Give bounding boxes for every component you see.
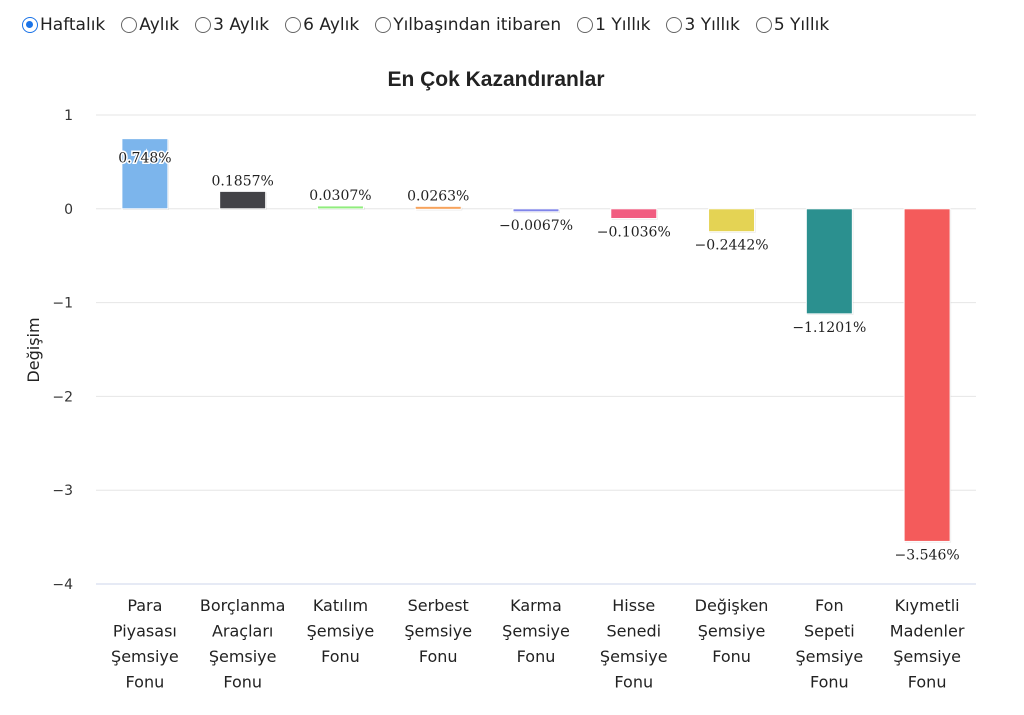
data-label: −1.1201%	[792, 320, 866, 336]
y-tick-label: 1	[64, 108, 73, 124]
data-label: 0.0263%	[407, 188, 469, 204]
data-label: 0.1857%	[212, 173, 274, 189]
x-category-label: Hisse	[612, 596, 655, 615]
data-label: −0.1036%	[597, 225, 671, 241]
radio-button[interactable]	[22, 17, 38, 33]
x-category-label: Senedi	[606, 622, 661, 641]
period-option-4[interactable]: Yılbaşından itibaren	[375, 15, 561, 35]
bar[interactable]	[805, 208, 853, 315]
x-category-label: Şemsiye	[698, 622, 766, 641]
x-category-label: Fonu	[810, 673, 849, 692]
bar[interactable]	[610, 208, 658, 220]
y-tick-label: −2	[52, 389, 73, 405]
y-tick-label: −3	[52, 483, 73, 499]
x-category-label: Şemsiye	[307, 622, 375, 641]
x-category-label: Şemsiye	[795, 647, 863, 666]
y-axis-label: Değişim	[24, 317, 43, 382]
radio-button[interactable]	[195, 17, 212, 33]
data-label: −0.2442%	[695, 238, 769, 254]
x-category-label: Fonu	[223, 673, 262, 692]
period-option-5[interactable]: 1 Yıllık	[577, 15, 650, 35]
x-category-label: Fonu	[614, 673, 653, 692]
data-label: 0.0307%	[309, 188, 371, 204]
x-category-label: Şemsiye	[893, 647, 961, 666]
period-option-label: 3 Yıllık	[684, 15, 740, 35]
bar[interactable]	[219, 190, 267, 210]
period-option-1[interactable]: Aylık	[121, 15, 179, 35]
period-option-7[interactable]: 5 Yıllık	[755, 15, 830, 35]
period-selector: Haftalık Aylık 3 Aylık 6 Aylık Yılbaşından i…	[22, 12, 845, 38]
period-option-label: 5 Yıllık	[773, 15, 830, 35]
x-category-label: Şemsiye	[209, 647, 277, 666]
x-category-label: Piyasası	[113, 622, 177, 641]
x-category-label: Fonu	[517, 647, 556, 666]
period-option-3[interactable]: 6 Aylık	[285, 15, 359, 35]
radio-button[interactable]	[375, 17, 392, 33]
x-category-label: Serbest	[408, 596, 469, 615]
period-option-label: 3 Aylık	[213, 15, 270, 35]
x-category-label: Para	[127, 596, 162, 615]
radio-button[interactable]	[577, 17, 594, 33]
period-option-label: Haftalık	[40, 15, 106, 35]
radio-button[interactable]	[121, 17, 138, 33]
x-category-label: Katılım	[313, 596, 368, 615]
bar[interactable]	[512, 208, 560, 213]
period-option-2[interactable]: 3 Aylık	[195, 15, 269, 35]
x-category-label: Şemsiye	[600, 647, 668, 666]
data-label: 0.748%	[118, 151, 171, 167]
radio-button[interactable]	[755, 17, 772, 33]
radio-button[interactable]	[285, 17, 302, 33]
bar[interactable]	[121, 138, 169, 210]
bar[interactable]	[903, 208, 951, 542]
period-option-label: Aylık	[139, 15, 180, 35]
bar[interactable]	[316, 205, 364, 210]
y-tick-label: 0	[64, 202, 73, 218]
y-tick-label: −1	[52, 296, 73, 312]
radio-button[interactable]	[666, 17, 683, 33]
x-category-label: Araçları	[212, 622, 273, 641]
x-category-label: Madenler	[890, 622, 965, 641]
x-category-label: Fon	[815, 596, 844, 615]
period-option-label: Yılbaşından itibaren	[393, 15, 562, 35]
data-label: −3.546%	[895, 547, 960, 563]
y-tick-label: −4	[52, 577, 73, 593]
x-category-label: Fonu	[419, 647, 458, 666]
x-category-label: Borçlanma	[200, 596, 286, 615]
x-category-label: Şemsiye	[404, 622, 472, 641]
x-category-label: Kıymetli	[895, 596, 960, 615]
x-category-label: Fonu	[126, 673, 165, 692]
x-category-label: Fonu	[321, 647, 360, 666]
x-category-label: Karma	[510, 596, 562, 615]
period-option-label: 6 Aylık	[303, 15, 360, 35]
period-option-0[interactable]: Haftalık	[22, 15, 105, 35]
x-category-label: Şemsiye	[111, 647, 179, 666]
period-option-6[interactable]: 3 Yıllık	[666, 15, 740, 35]
bar[interactable]	[414, 205, 462, 210]
x-category-label: Fonu	[908, 673, 947, 692]
x-category-label: Sepeti	[804, 622, 855, 641]
period-option-label: 1 Yıllık	[595, 15, 651, 35]
data-label: −0.0067%	[499, 218, 573, 234]
x-category-label: Fonu	[712, 647, 751, 666]
x-category-label: Şemsiye	[502, 622, 570, 641]
x-category-label: Değişken	[695, 596, 769, 615]
chart-title: En Çok Kazandıranlar	[387, 68, 604, 91]
bar[interactable]	[708, 208, 756, 233]
